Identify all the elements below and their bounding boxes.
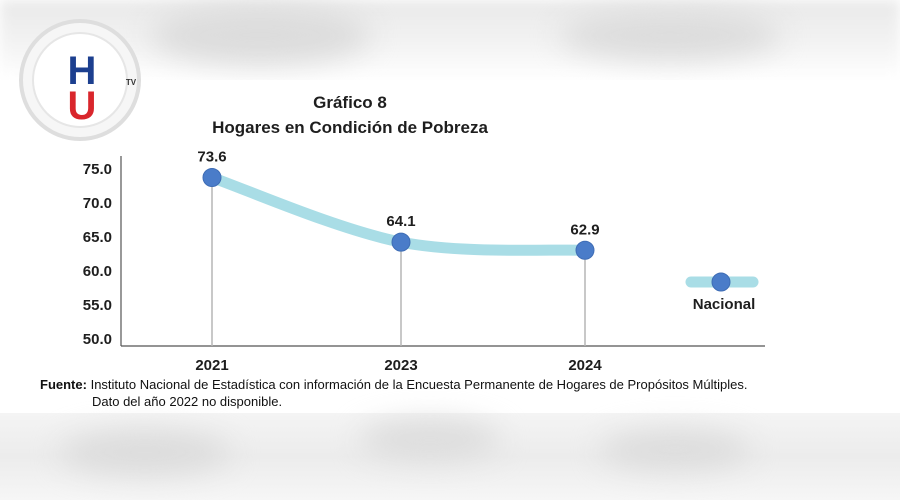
blurred-background-shape <box>360 420 500 460</box>
chart-subtitle: Hogares en Condición de Pobreza <box>212 118 488 137</box>
blurred-background-shape <box>600 430 750 470</box>
data-label: 73.6 <box>197 149 226 166</box>
data-label: 62.9 <box>570 221 599 238</box>
source-note: Fuente: Instituto Nacional de Estadístic… <box>40 376 860 410</box>
y-tick-label: 70.0 <box>83 195 112 212</box>
data-point <box>391 232 411 252</box>
source-label: Fuente: <box>40 377 87 392</box>
logo-outer-border <box>19 19 141 141</box>
blurred-background-shape <box>560 10 780 60</box>
hu-tv-logo: H U TV <box>19 19 141 141</box>
chart-marks: 73.6 64.1 62.9 <box>197 149 600 346</box>
y-tick-label: 55.0 <box>83 297 112 314</box>
logo-inner-disc <box>32 32 128 128</box>
data-point <box>202 168 222 188</box>
data-point <box>575 240 595 260</box>
blurred-background-shape <box>60 430 230 475</box>
logo-tv-badge: TV <box>126 78 137 87</box>
y-tick-label: 60.0 <box>83 263 112 280</box>
logo-letter-h: H <box>68 49 97 93</box>
source-text: Instituto Nacional de Estadística con in… <box>90 377 748 392</box>
chart-axes: 75.0 70.0 65.0 60.0 55.0 50.0 2021 2023 2024 <box>83 156 765 374</box>
chart-legend: Nacional <box>685 272 759 313</box>
legend-label-nacional: Nacional <box>693 296 756 313</box>
data-label: 64.1 <box>386 213 415 230</box>
source-missing-note: Dato del año 2022 no disponible. <box>92 394 283 409</box>
y-tick-label: 75.0 <box>83 161 112 178</box>
x-tick-label: 2024 <box>568 357 602 374</box>
y-tick-label: 65.0 <box>83 229 112 246</box>
chart-title: Gráfico 8 <box>313 93 387 112</box>
x-tick-label: 2021 <box>195 357 228 374</box>
x-tick-label: 2023 <box>384 357 417 374</box>
source-line: Fuente: Instituto Nacional de Estadístic… <box>40 376 860 393</box>
blurred-background-shape <box>150 5 370 65</box>
legend-marker-swatch <box>711 272 731 292</box>
y-tick-label: 50.0 <box>83 331 112 348</box>
logo-letter-u: U <box>68 84 97 128</box>
